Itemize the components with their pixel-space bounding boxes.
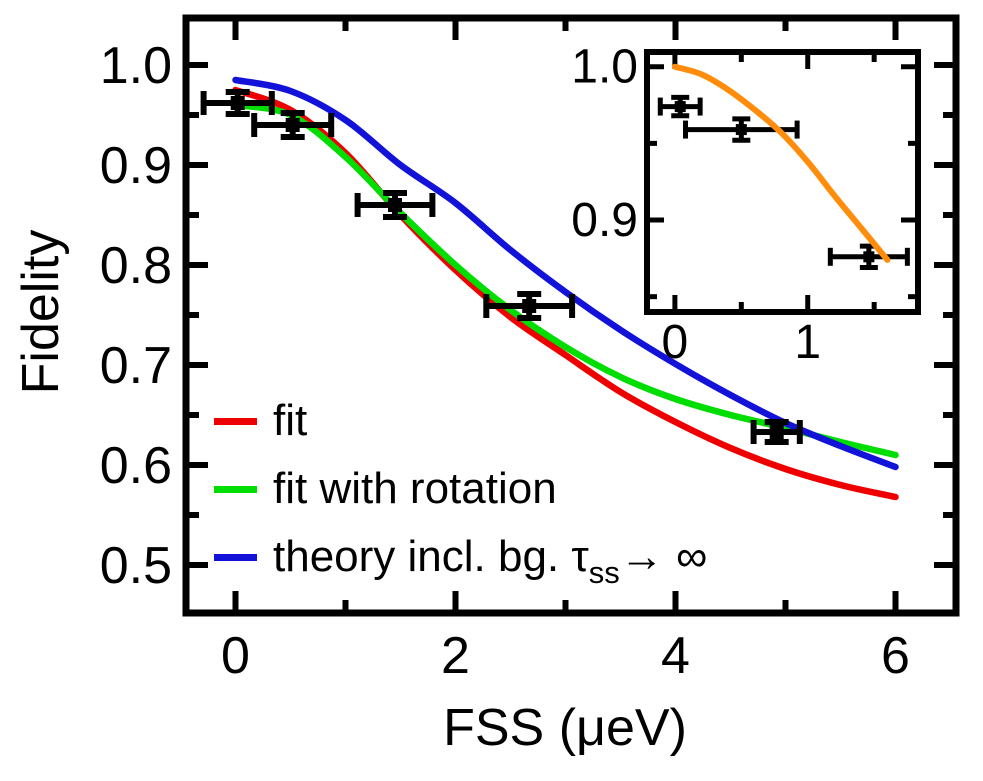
main-x-tick-label: 4 — [661, 627, 690, 685]
inset-y-tick-label: 1.0 — [571, 41, 638, 94]
y-axis-label: Fidelity — [12, 230, 70, 395]
inset-frame — [644, 49, 921, 315]
main-data-point — [285, 118, 300, 132]
main-x-tick-label: 0 — [221, 627, 250, 685]
main-data-point — [769, 425, 784, 439]
inset-data-point — [863, 251, 875, 263]
main-y-tick-label: 0.9 — [100, 137, 172, 195]
main-y-tick-label: 1.0 — [100, 37, 172, 95]
main-data-point — [522, 299, 537, 313]
main-y-tick-label: 0.8 — [100, 237, 172, 295]
inset-data-point — [674, 101, 686, 113]
main-y-tick-label: 0.7 — [100, 337, 172, 395]
main-y-tick-label: 0.5 — [100, 537, 172, 595]
x-axis-label: FSS (μeV) — [443, 699, 687, 757]
inset-y-tick-label: 0.9 — [571, 194, 638, 247]
main-curve-fit-with-rotation — [232, 101, 899, 459]
inset-curve-theory-inset- — [671, 63, 891, 263]
inset-data-point — [735, 124, 747, 136]
inset-x-tick-label: 0 — [662, 316, 689, 369]
main-data-point — [230, 96, 245, 110]
main-y-tick-label: 0.6 — [100, 437, 172, 495]
main-x-tick-label: 2 — [441, 627, 470, 685]
main-x-tick-label: 6 — [881, 627, 910, 685]
inset-x-tick-label: 1 — [794, 316, 821, 369]
main-data-point — [388, 198, 402, 212]
